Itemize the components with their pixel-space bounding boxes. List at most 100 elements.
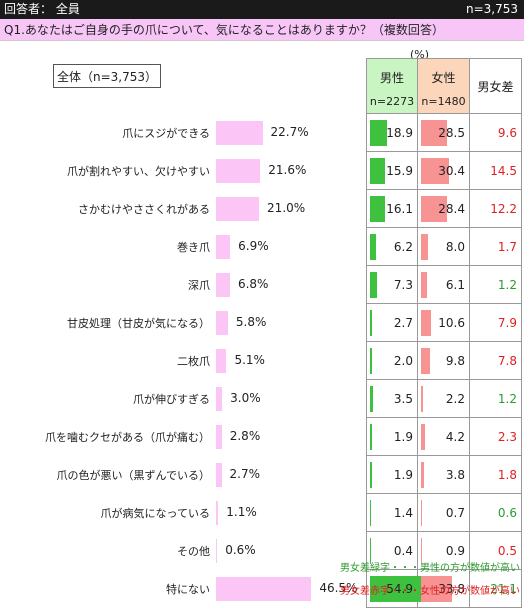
female-value: 6.1 bbox=[445, 278, 465, 292]
overall-bar bbox=[216, 311, 228, 335]
male-cell: 3.5 bbox=[366, 380, 418, 418]
male-bar bbox=[370, 576, 421, 602]
diff-value: 1.2 bbox=[497, 392, 517, 406]
overall-value: 21.6% bbox=[268, 163, 307, 177]
male-cell: 54.9 bbox=[366, 570, 421, 608]
male-value: 16.1 bbox=[386, 202, 413, 216]
overall-bar bbox=[216, 235, 231, 259]
overall-value: 6.9% bbox=[238, 239, 269, 253]
male-bar bbox=[370, 386, 374, 412]
female-value: 0.9 bbox=[445, 544, 465, 558]
male-header-n: n=2273 bbox=[369, 95, 415, 108]
category-label: 爪の色が悪い（黒ずんでいる） bbox=[56, 469, 210, 482]
table-row: 甘皮処理（甘皮が気になる） 5.8% 2.7 10.6 7.9 bbox=[0, 304, 524, 342]
table-row: 深爪 6.8% 7.3 6.1 1.2 bbox=[0, 266, 524, 304]
female-cell: 2.2 bbox=[418, 380, 470, 418]
category-label: 甘皮処理（甘皮が気になる） bbox=[67, 317, 210, 330]
overall-bar bbox=[216, 121, 263, 145]
diff-cell: 2.3 bbox=[470, 418, 522, 456]
male-value: 6.2 bbox=[393, 240, 413, 254]
female-bar bbox=[421, 158, 449, 184]
diff-value: 14.5 bbox=[490, 164, 517, 178]
female-value: 9.8 bbox=[445, 354, 465, 368]
overall-bar bbox=[216, 159, 261, 183]
male-value: 18.9 bbox=[386, 126, 413, 140]
female-header: 女性 n=1480 bbox=[418, 58, 470, 114]
female-bar bbox=[421, 538, 422, 564]
female-value: 3.8 bbox=[445, 468, 465, 482]
overall-label: 全体（n=3,753） bbox=[53, 64, 161, 88]
overall-value: 2.8% bbox=[229, 429, 261, 443]
overall-bar bbox=[216, 577, 312, 601]
female-bar bbox=[421, 424, 425, 450]
male-cell: 15.9 bbox=[366, 152, 418, 190]
overall-bar bbox=[216, 463, 222, 487]
male-value: 3.5 bbox=[393, 392, 413, 406]
category-label: 特にない bbox=[166, 583, 210, 596]
female-bar bbox=[421, 310, 431, 336]
table-row: 爪を噛むクセがある（爪が痛む） 2.8% 1.9 4.2 2.3 bbox=[0, 418, 524, 456]
male-cell: 18.9 bbox=[366, 114, 418, 152]
diff-cell: 9.6 bbox=[470, 114, 522, 152]
female-cell: 3.8 bbox=[418, 456, 470, 494]
male-value: 1.9 bbox=[393, 468, 413, 482]
overall-value: 5.1% bbox=[234, 353, 265, 367]
overall-bar bbox=[216, 273, 230, 297]
overall-value: 6.8% bbox=[237, 277, 269, 291]
male-bar bbox=[370, 310, 373, 336]
female-bar bbox=[421, 272, 427, 298]
female-value: 0.7 bbox=[445, 506, 465, 520]
male-value: 15.9 bbox=[386, 164, 413, 178]
female-header-n: n=1480 bbox=[421, 95, 466, 108]
female-cell: 9.8 bbox=[418, 342, 470, 380]
female-value: 8.0 bbox=[445, 240, 465, 254]
diff-value: 1.8 bbox=[497, 468, 517, 482]
female-cell: 30.4 bbox=[418, 152, 470, 190]
male-cell: 6.2 bbox=[366, 228, 418, 266]
diff-value: 9.6 bbox=[497, 126, 517, 140]
male-value: 1.9 bbox=[393, 430, 413, 444]
overall-bar bbox=[216, 387, 223, 411]
male-value: 2.0 bbox=[393, 354, 413, 368]
diff-cell: 12.2 bbox=[470, 190, 522, 228]
female-bar bbox=[421, 234, 429, 260]
male-bar bbox=[370, 272, 377, 298]
table-row: 爪にスジができる 22.7% 18.9 28.5 9.6 bbox=[0, 114, 524, 152]
overall-value: 2.7% bbox=[229, 467, 261, 481]
diff-cell: 1.2 bbox=[470, 266, 522, 304]
male-value: 54.9 bbox=[386, 582, 413, 596]
table-row: その他 0.6% 0.4 0.9 0.5 bbox=[0, 532, 524, 570]
female-cell: 10.6 bbox=[418, 304, 470, 342]
table-row: さかむけやささくれがある 21.0% 16.1 28.4 12.2 bbox=[0, 190, 524, 228]
category-label: 爪が病気になっている bbox=[100, 507, 210, 520]
female-cell: 0.9 bbox=[418, 532, 470, 570]
overall-value: 5.8% bbox=[235, 315, 267, 329]
female-bar bbox=[421, 196, 448, 222]
female-value: 30.4 bbox=[438, 164, 465, 178]
female-header-label: 女性 bbox=[431, 71, 456, 85]
table-row: 特にない 46.5% 54.9 33.8 21.1 bbox=[0, 570, 524, 608]
male-value: 1.4 bbox=[393, 506, 413, 520]
male-value: 7.3 bbox=[393, 278, 413, 292]
diff-cell: 0.5 bbox=[470, 532, 522, 570]
question-text: Q1.あなたはご自身の手の爪について、気になることはありますか？（複数回答） bbox=[0, 19, 524, 41]
female-cell: 0.7 bbox=[418, 494, 470, 532]
diff-value: 2.3 bbox=[497, 430, 517, 444]
overall-bar bbox=[216, 539, 218, 563]
diff-value: 7.9 bbox=[497, 316, 517, 330]
diff-cell: 1.7 bbox=[470, 228, 522, 266]
unit-label: (%) bbox=[410, 48, 430, 61]
female-cell: 8.0 bbox=[418, 228, 470, 266]
male-bar bbox=[370, 158, 385, 184]
overall-value: 0.6% bbox=[225, 543, 256, 557]
male-bar bbox=[370, 120, 388, 146]
overall-bar bbox=[216, 197, 260, 221]
female-value: 28.5 bbox=[438, 126, 465, 140]
diff-value: 21.1 bbox=[490, 582, 517, 596]
male-bar bbox=[370, 234, 376, 260]
male-cell: 7.3 bbox=[366, 266, 418, 304]
diff-header: 男女差 bbox=[470, 58, 522, 114]
male-value: 0.4 bbox=[393, 544, 413, 558]
male-bar bbox=[370, 424, 372, 450]
overall-bar bbox=[216, 425, 222, 449]
